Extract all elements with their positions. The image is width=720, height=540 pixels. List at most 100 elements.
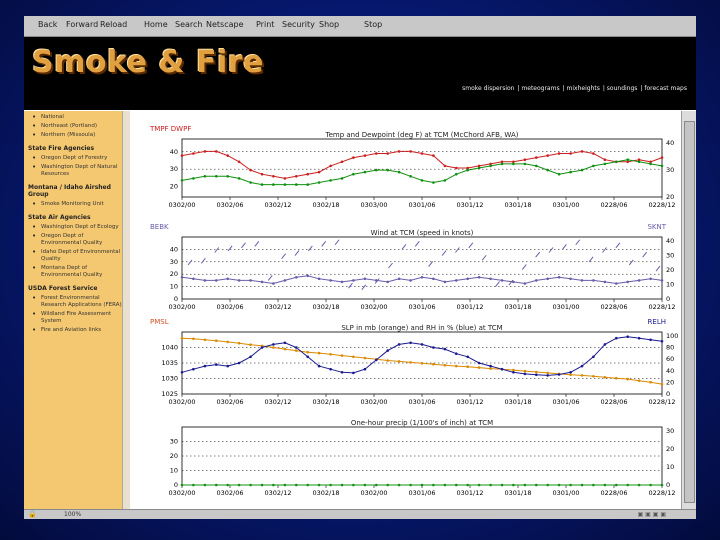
scrollbar-thumb[interactable] <box>684 121 695 503</box>
data-point <box>500 279 504 282</box>
data-point <box>203 150 207 153</box>
forward-button[interactable]: Forward <box>66 20 99 29</box>
data-point <box>500 160 504 164</box>
y-tick-left: 0 <box>174 295 178 303</box>
data-point <box>660 483 664 487</box>
data-point <box>295 483 298 487</box>
y-tick-right: 0 <box>666 481 670 489</box>
wind-barb <box>642 251 648 258</box>
home-button[interactable]: Home <box>144 20 168 29</box>
netscape-button[interactable]: Netscape <box>206 20 244 29</box>
wind-barb <box>602 247 607 253</box>
data-point <box>455 352 458 355</box>
data-point <box>443 280 447 284</box>
sidebar-link-wa-ecology[interactable]: Washington Dept of Ecology <box>32 224 122 231</box>
sidebar-link-mt-deq[interactable]: Montana Dept of Environmental Quality <box>32 265 122 279</box>
wind-barb <box>548 247 554 253</box>
wind-barb <box>267 275 273 281</box>
sidebar-link-washington-dnr[interactable]: Washington Dept of Natural Resources <box>32 164 122 178</box>
sidebar-link-fire-aviation[interactable]: Fire and Aviation links <box>32 327 122 334</box>
data-point <box>306 350 309 354</box>
data-point <box>580 483 584 487</box>
sidebar-link-northeast[interactable]: Northeast (Portland) <box>32 123 122 130</box>
data-point <box>660 382 664 386</box>
data-point <box>477 166 481 170</box>
data-point <box>272 346 275 349</box>
data-point <box>660 340 664 343</box>
sidebar-link-northern[interactable]: Northern (Missoula) <box>32 132 122 139</box>
data-point <box>626 377 629 381</box>
meteogram-content: TMPF DWPF Temp and Dewpoint (deg F) at TC… <box>130 111 682 509</box>
nav-soundings[interactable]: soundings <box>606 85 638 92</box>
data-point <box>432 154 435 157</box>
data-point <box>375 483 378 487</box>
x-tick-label: 0301/18 <box>504 303 531 311</box>
sidebar-link-wfas[interactable]: Wildland Fire Assessment System <box>32 311 122 325</box>
nav-smoke-dispersion[interactable]: smoke dispersion <box>462 85 515 92</box>
data-point <box>180 276 184 279</box>
shop-button[interactable]: Shop <box>319 20 340 29</box>
back-button[interactable]: Back <box>38 20 58 29</box>
reload-button[interactable]: Reload <box>100 20 128 29</box>
series-line <box>181 336 663 376</box>
data-point <box>272 343 275 346</box>
data-point <box>397 277 401 281</box>
data-point <box>637 158 641 161</box>
nav-forecast-maps[interactable]: forecast maps <box>644 85 687 92</box>
data-point <box>295 276 298 279</box>
data-point <box>306 172 309 176</box>
y-tick-left: 20 <box>170 183 178 191</box>
data-point <box>306 355 309 359</box>
data-point <box>455 483 458 487</box>
data-point <box>615 483 618 487</box>
data-point <box>306 183 309 186</box>
data-point <box>615 160 618 164</box>
stop-button[interactable]: Stop <box>364 20 383 29</box>
sidebar-link-national[interactable]: National <box>32 114 122 121</box>
y-tick-left: 30 <box>170 165 178 173</box>
data-point <box>272 175 275 178</box>
wind-barb <box>468 242 474 249</box>
sidebar-link-smoke-monitoring[interactable]: Smoke Monitoring Unit <box>32 201 122 208</box>
data-point <box>489 162 492 166</box>
data-point <box>637 160 641 164</box>
data-point <box>317 181 321 184</box>
search-button[interactable]: Search <box>175 20 203 29</box>
data-point <box>615 282 618 285</box>
wind-barb <box>455 247 460 253</box>
data-point <box>260 172 264 176</box>
data-point <box>295 346 298 349</box>
data-point <box>420 276 424 279</box>
x-tick-label: 0301/18 <box>504 201 531 209</box>
browser-toolbar: Back Forward Reload Home Search Netscape… <box>24 16 696 37</box>
sidebar-section-title: State Air Agencies <box>28 214 91 221</box>
security-button[interactable]: Security <box>282 20 315 29</box>
sidebar-link-id-deq[interactable]: Idaho Dept of Environmental Quality <box>32 249 122 263</box>
data-point <box>443 483 447 487</box>
top-nav: smoke dispersion | meteograms | mixheights… <box>462 85 687 92</box>
site-banner: Smoke & Fire smoke dispersion | meteogram… <box>24 37 696 110</box>
data-point <box>649 160 652 164</box>
data-point <box>523 483 527 487</box>
data-point <box>203 483 207 487</box>
nav-mixheights[interactable]: mixheights <box>566 85 600 92</box>
sidebar-link-or-deq[interactable]: Oregon Dept of Environmental Quality <box>32 233 122 247</box>
data-point <box>592 375 595 378</box>
sidebar-link-oregon-forestry[interactable]: Oregon Dept of Forestry <box>32 155 122 162</box>
page-scrollbar[interactable] <box>681 111 696 509</box>
sidebar-scrollbar[interactable] <box>122 111 131 509</box>
data-point <box>283 347 287 351</box>
nav-meteograms[interactable]: meteograms <box>521 85 560 92</box>
x-tick-label: 0302/18 <box>312 201 339 209</box>
data-point <box>557 276 561 279</box>
print-button[interactable]: Print <box>256 20 275 29</box>
x-tick-label: 0228/06 <box>600 398 627 406</box>
data-point <box>626 160 629 164</box>
chart-left-tag: BEBK <box>150 223 169 231</box>
data-point <box>397 150 401 153</box>
y-tick-left: 40 <box>170 148 178 156</box>
data-point <box>215 483 218 487</box>
data-point <box>397 170 401 174</box>
sidebar-link-fera[interactable]: Forest Environmental Research Applicatio… <box>32 295 122 309</box>
component-bar-icon[interactable]: ▣ ▣ ▣ ▣ <box>637 511 666 518</box>
